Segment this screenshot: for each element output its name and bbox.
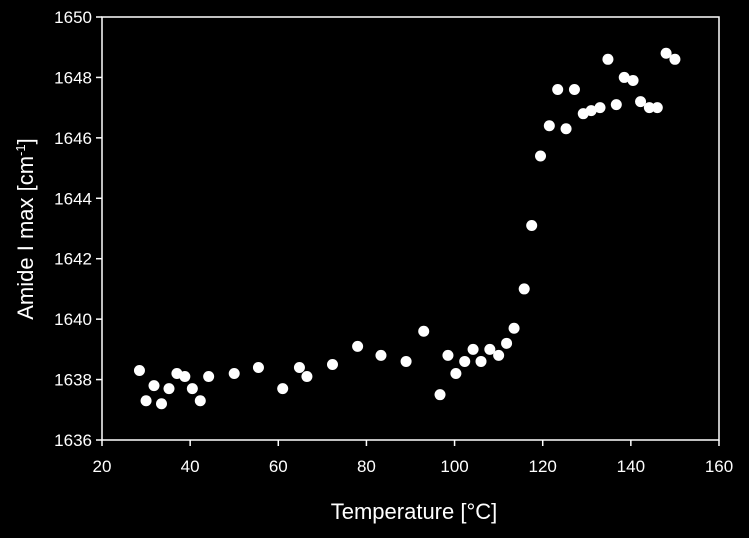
data-point <box>252 361 264 373</box>
data-point <box>442 349 454 361</box>
data-point <box>228 368 240 380</box>
data-point <box>400 355 412 367</box>
data-point <box>301 371 313 383</box>
data-point <box>133 365 145 377</box>
data-point <box>140 395 152 407</box>
y-axis-title-close: ] <box>13 138 38 144</box>
y-tick-label: 1646 <box>54 129 92 148</box>
data-point <box>568 84 580 96</box>
data-markers <box>133 47 681 410</box>
x-tick-label: 140 <box>617 457 645 476</box>
y-tick-label: 1640 <box>54 310 92 329</box>
y-axis-title-superscript: -1 <box>13 144 28 156</box>
data-point <box>475 355 487 367</box>
plot-area <box>101 16 720 441</box>
x-tick-label: 80 <box>357 457 376 476</box>
data-point <box>627 74 639 86</box>
data-point <box>326 358 338 370</box>
data-point <box>660 47 672 59</box>
y-tick-label: 1648 <box>54 68 92 87</box>
data-point <box>560 123 572 135</box>
data-point <box>352 340 364 352</box>
data-point <box>467 343 479 355</box>
data-point <box>484 343 496 355</box>
data-point <box>618 71 630 83</box>
data-point <box>148 380 160 392</box>
data-point <box>602 53 614 65</box>
data-point <box>610 99 622 111</box>
data-point <box>585 105 597 117</box>
data-point <box>203 371 215 383</box>
data-point <box>508 322 520 334</box>
data-point <box>501 337 513 349</box>
data-point <box>375 349 387 361</box>
data-point <box>543 120 555 132</box>
y-tick-label: 1638 <box>54 371 92 390</box>
data-point <box>635 96 647 108</box>
y-axis-title-main: Amide I max [cm <box>13 156 38 320</box>
y-tick-label: 1644 <box>54 189 92 208</box>
data-point <box>155 398 167 410</box>
data-point <box>293 361 305 373</box>
data-point <box>526 219 538 231</box>
y-axis-ticks: 1636 1638 1640 1642 1644 1646 1648 1650 <box>54 8 102 450</box>
data-point <box>594 102 606 114</box>
data-point <box>459 355 471 367</box>
y-tick-label: 1642 <box>54 250 92 269</box>
y-tick-label: 1636 <box>54 431 92 450</box>
data-point <box>643 102 655 114</box>
data-point <box>651 102 663 114</box>
data-point <box>186 383 198 395</box>
x-axis-title: Temperature [°C] <box>331 499 498 524</box>
data-point <box>669 53 681 65</box>
plot-frame <box>101 16 720 441</box>
data-point <box>194 395 206 407</box>
data-point <box>552 84 564 96</box>
data-point <box>163 383 175 395</box>
data-point <box>179 371 191 383</box>
y-tick-label: 1650 <box>54 8 92 27</box>
data-point <box>518 283 530 295</box>
data-point <box>493 349 505 361</box>
data-point <box>434 389 446 401</box>
data-point <box>418 325 430 337</box>
data-point <box>450 368 462 380</box>
x-tick-label: 160 <box>705 457 733 476</box>
x-tick-label: 100 <box>440 457 468 476</box>
data-point <box>277 383 289 395</box>
data-point <box>535 150 547 162</box>
x-tick-label: 60 <box>269 457 288 476</box>
x-axis-ticks: 20 40 60 80 100 120 140 160 <box>93 440 733 476</box>
x-tick-label: 120 <box>529 457 557 476</box>
x-tick-label: 40 <box>181 457 200 476</box>
x-tick-label: 20 <box>93 457 112 476</box>
y-axis-title: Amide I max [cm-1] <box>13 138 38 320</box>
